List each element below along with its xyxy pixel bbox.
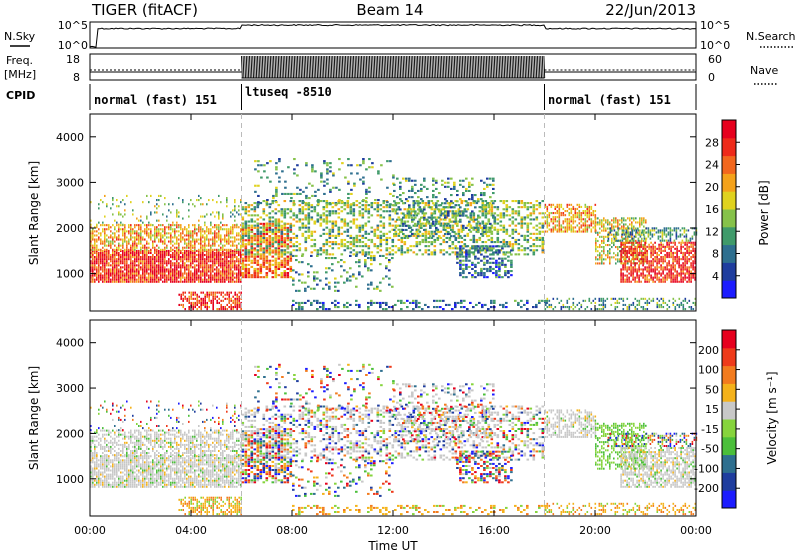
colorbar-tick-label: -15 <box>701 423 719 436</box>
cpid-segment-3: normal (fast) 151 <box>548 93 671 107</box>
nave-tick-bottom: 0 <box>708 71 715 84</box>
colorbar-swatch <box>722 280 736 298</box>
y-tick-label: 2000 <box>56 222 84 235</box>
nave-label: Nave <box>750 64 778 77</box>
colorbar-tick-label: 50 <box>705 383 719 396</box>
nsky-label: N.Sky <box>4 30 36 43</box>
power-heatmap <box>90 158 697 310</box>
colorbar-tick-label: -50 <box>701 443 719 456</box>
y-tick-label: 1000 <box>56 473 84 486</box>
colorbar-tick-label: 24 <box>705 159 719 172</box>
colorbar-tick-label: 8 <box>712 248 719 261</box>
velocity-colorbar: 200 100 50 15 -15 -50 -100 -200 <box>694 330 740 509</box>
y-tick-label: 2000 <box>56 427 84 440</box>
nsky-tick-top: 10^5 <box>58 19 88 32</box>
colorbar-swatch <box>722 156 736 174</box>
nsearch-tick-bottom: 10^0 <box>700 39 730 52</box>
colorbar-swatch <box>722 227 736 245</box>
y-tick-label: 4000 <box>56 337 84 350</box>
nave-tick-top: 60 <box>708 53 722 66</box>
freq-unit: [MHz] <box>4 68 36 81</box>
x-tick-label: 16:00 <box>478 524 510 537</box>
freq-tick-bottom: 8 <box>73 71 80 84</box>
velocity-ylabel: Slant Range [km] <box>27 366 41 470</box>
colorbar-tick-label: -100 <box>694 462 719 475</box>
velocity-colorbar-label: Velocity [m s⁻¹] <box>765 371 779 464</box>
colorbar-swatch <box>722 262 736 280</box>
colorbar-tick-label: 200 <box>698 344 719 357</box>
colorbar-swatch <box>722 173 736 191</box>
y-tick-label: 3000 <box>56 176 84 189</box>
cpid-segment-1: normal (fast) 151 <box>94 93 217 107</box>
colorbar-tick-label: 16 <box>705 203 719 216</box>
velocity-y-axis: 1000 2000 3000 4000 <box>56 320 696 516</box>
colorbar-tick-label: -200 <box>694 482 719 495</box>
colorbar-tick-label: 4 <box>712 270 719 283</box>
colorbar-swatch <box>722 366 736 384</box>
colorbar-tick-label: 20 <box>705 181 719 194</box>
x-axis-label: Time UT <box>367 539 418 553</box>
cpid-segment-2: ltuseq -8510 <box>245 85 332 99</box>
colorbar-swatch <box>722 490 736 508</box>
colorbar-tick-label: 15 <box>705 403 719 416</box>
freq-trace <box>90 56 696 78</box>
colorbar-swatch <box>722 455 736 473</box>
colorbar-swatch <box>722 383 736 401</box>
freq-label: Freq. <box>6 54 33 67</box>
velocity-heatmap <box>90 364 697 515</box>
colorbar-swatch <box>722 330 736 348</box>
date-title: 22/Jun/2013 <box>605 1 696 19</box>
x-tick-label: 04:00 <box>175 524 207 537</box>
y-tick-label: 4000 <box>56 131 84 144</box>
y-tick-label: 1000 <box>56 268 84 281</box>
nsky-tick-bottom: 10^0 <box>58 39 88 52</box>
x-tick-label: 00:00 <box>74 524 106 537</box>
colorbar-tick-label: 100 <box>698 364 719 377</box>
nsearch-label: N.Search <box>746 30 796 43</box>
nsky-panel <box>90 22 696 48</box>
nsky-trace <box>90 25 696 48</box>
x-tick-label: 08:00 <box>276 524 308 537</box>
colorbar-swatch <box>722 138 736 156</box>
x-tick-label: 00:00 <box>680 524 712 537</box>
power-ylabel: Slant Range [km] <box>27 161 41 265</box>
colorbar-swatch <box>722 419 736 437</box>
colorbar-swatch <box>722 472 736 490</box>
colorbar-tick-label: 12 <box>705 225 719 238</box>
colorbar-swatch <box>722 209 736 227</box>
cpid-label: CPID <box>6 89 35 102</box>
power-colorbar-label: Power [dB] <box>757 180 771 245</box>
colorbar-swatch <box>722 191 736 209</box>
x-tick-label: 20:00 <box>579 524 611 537</box>
power-colorbar: 4 8 12 16 20 24 28 <box>705 120 740 299</box>
colorbar-swatch <box>722 401 736 419</box>
x-tick-label: 12:00 <box>377 524 409 537</box>
y-tick-label: 3000 <box>56 382 84 395</box>
colorbar-swatch <box>722 245 736 263</box>
nsearch-tick-top: 10^5 <box>700 19 730 32</box>
colorbar-swatch <box>722 120 736 138</box>
colorbar-tick-label: 28 <box>705 136 719 149</box>
beam-title: Beam 14 <box>356 1 423 19</box>
colorbar-swatch <box>722 348 736 366</box>
colorbar-swatch <box>722 437 736 455</box>
freq-tick-top: 18 <box>66 53 80 66</box>
radar-title: TIGER (fitACF) <box>91 1 198 19</box>
